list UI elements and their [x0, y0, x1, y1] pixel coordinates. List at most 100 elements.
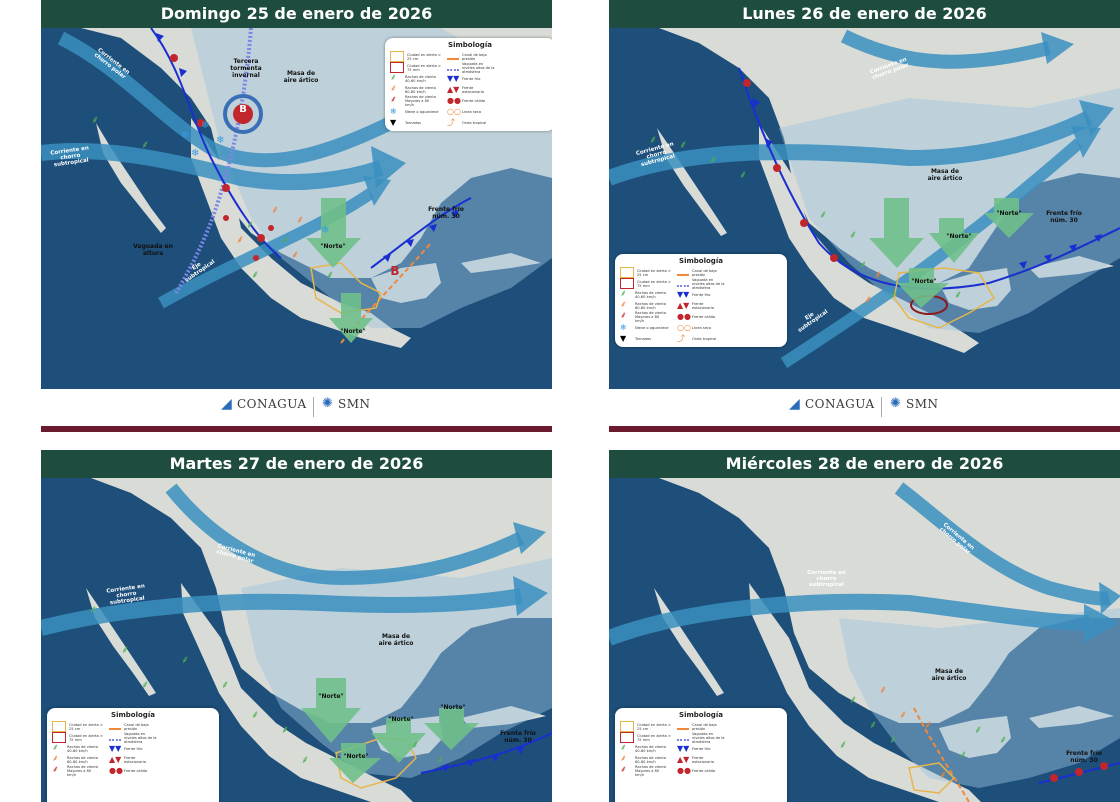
svg-text:⸙: ⸙ [889, 733, 897, 746]
legend-item: Vaguada en niveles altos de la atmósfera [124, 731, 157, 744]
legend-item: Rachas de viento Mayores a 80 km/h [635, 310, 666, 323]
svg-text:⸙: ⸙ [859, 258, 867, 271]
label-cold-front: Frente frío núm. 30 [428, 206, 464, 220]
conagua-logo-icon: ◢ [221, 396, 232, 412]
svg-text:⸙: ⸙ [291, 248, 299, 261]
winter-storm-ring [223, 94, 263, 134]
wind-gust-strong-icons: ⸙⸙ [864, 268, 882, 306]
svg-text:⸙: ⸙ [141, 678, 149, 691]
polar-jet-arrowhead [1099, 582, 1120, 614]
legend: Simbología Ciudad en alerta > 25 cm Ciud… [615, 708, 787, 802]
legend-item: Rachas de viento 60-80 km/h [635, 301, 666, 310]
wind-gust-icons: ⸙ ⸙ ⸙ ⸙ ⸙ ⸙ ⸙ ⸙ ⸙ [649, 133, 962, 301]
svg-text:❄: ❄ [216, 135, 224, 146]
svg-text:⸙: ⸙ [271, 203, 279, 216]
svg-text:⸙: ⸙ [649, 133, 657, 146]
legend-item: Onda tropical [692, 336, 717, 341]
legend-item: Canal de baja presión [692, 268, 717, 277]
norte-arrow-2 [329, 743, 381, 783]
subtropical-jet-arrowhead [1079, 100, 1114, 136]
legend-item: Rachas de viento 40-60 km/h [635, 290, 666, 299]
conagua-logo: CONAGUA [237, 397, 307, 411]
legend-item: Frente frío [462, 76, 481, 81]
footer: ◢ CONAGUA ✺ SMN [41, 389, 552, 425]
svg-text:⸙: ⸙ [281, 233, 289, 246]
weather-map: ⸙ ⸙ ⸙ ⸙ ⸙ ⸙ ⸙ ⸙ ⸙ ⸙ ⸙ Corriente en chorro polar C… [609, 28, 1120, 389]
label-arctic-air: Masa de aire ártico [927, 168, 963, 182]
legend-item: Ciudad en alerta > 75 mm [637, 279, 671, 288]
polar-jet-arrowhead [1041, 32, 1074, 64]
legend: Simbología Ciudad en alerta > 25 cm Ciud… [47, 708, 219, 802]
legend-item: Rachas de viento 60-80 km/h [635, 755, 666, 764]
label-norte-1: "Norte" [946, 233, 972, 240]
logo-divider [881, 397, 882, 417]
warm-front-bumps [170, 54, 265, 242]
alert-area [310, 262, 382, 314]
svg-text:⸙: ⸙ [864, 293, 872, 306]
svg-text:⸙: ⸙ [959, 748, 967, 761]
arctic-air-mass [839, 608, 1120, 788]
warm-front-bumps [1050, 762, 1108, 782]
legend: Simbología Ciudad en alerta > 25 cm Ciud… [615, 254, 787, 347]
legend-item: Rachas de viento 60-80 km/h [405, 85, 436, 94]
svg-text:⸙: ⸙ [251, 708, 259, 721]
conagua-logo-icon: ◢ [789, 396, 800, 412]
cold-front-teeth [441, 746, 524, 772]
subtropical-axis-arrowhead [363, 176, 391, 206]
svg-text:⸙: ⸙ [974, 723, 982, 736]
legend-item: Rachas de viento 40-60 km/h [67, 744, 98, 753]
legend-item: Rachas de viento 40-60 km/h [405, 74, 436, 83]
svg-text:⸙: ⸙ [411, 738, 419, 751]
svg-text:⸙: ⸙ [236, 233, 244, 246]
footer-bar [609, 426, 1120, 432]
legend-item: Ciudad en alerta > 25 cm [69, 722, 103, 731]
svg-text:❄: ❄ [191, 148, 199, 159]
panel-title: Domingo 25 de enero de 2026 [41, 0, 552, 28]
legend-item: Frente estacionario [124, 755, 147, 764]
legend-item: Rachas de viento 40-60 km/h [635, 744, 666, 753]
footer: ◢ CONAGUA ✺ SMN [609, 389, 1120, 425]
cold-front [738, 67, 1120, 290]
legend-item: Frente cálido [124, 768, 148, 773]
legend-item: Línea seca [462, 109, 482, 114]
polar-jet-stream [165, 483, 525, 586]
land-mexico [749, 583, 981, 802]
norte-arrow-4 [424, 708, 479, 750]
land-cuba [1029, 256, 1114, 278]
svg-text:⸙: ⸙ [246, 218, 254, 231]
label-upper-trough: Vaguada en altura [133, 243, 173, 257]
label-norte-1: "Norte" [318, 693, 344, 700]
legend-item: Frente frío [692, 746, 711, 751]
svg-text:⸙: ⸙ [141, 138, 149, 151]
subtropical-jet-stream [609, 110, 1093, 186]
cold-front-teeth [752, 98, 1102, 269]
svg-text:❄: ❄ [321, 225, 329, 236]
legend-item: Canal de baja presión [124, 722, 149, 731]
legend-title: Simbología [679, 257, 723, 265]
svg-text:⸙: ⸙ [924, 718, 932, 731]
svg-text:⸙: ⸙ [954, 288, 962, 301]
label-winter-storm: Tercera tormenta invernal [230, 58, 262, 79]
norte-arrow-1 [301, 678, 361, 743]
subtropical-jet-arrowhead [1084, 604, 1119, 643]
land-cuba [1029, 706, 1114, 728]
winter-storm-core [233, 104, 253, 124]
label-norte-4: "Norte" [440, 704, 466, 711]
cold-front-teeth [156, 33, 459, 262]
legend-item: Nieve o aguanieve [635, 325, 669, 330]
svg-text:⸙: ⸙ [181, 653, 189, 666]
svg-text:⸙: ⸙ [89, 603, 97, 616]
legend-item: Ciudad en alerta > 75 mm [407, 63, 441, 72]
svg-text:⸙: ⸙ [739, 168, 747, 181]
map-graphic: ⸙⸙⸙⸙⸙⸙⸙ ⸙⸙⸙⸙ [609, 478, 1120, 802]
land-mexico [181, 583, 413, 802]
land-mexico [191, 118, 411, 348]
legend-item: Vaguada en niveles altos de la atmósfera [692, 731, 725, 744]
svg-text:⸙: ⸙ [999, 733, 1007, 746]
svg-text:⸙: ⸙ [709, 153, 717, 166]
svg-text:⸙: ⸙ [869, 718, 877, 731]
upper-trough [174, 28, 253, 295]
subtropical-jet-stream [609, 593, 1090, 646]
legend-title: Simbología [448, 41, 492, 49]
svg-text:⸙: ⸙ [301, 753, 309, 766]
